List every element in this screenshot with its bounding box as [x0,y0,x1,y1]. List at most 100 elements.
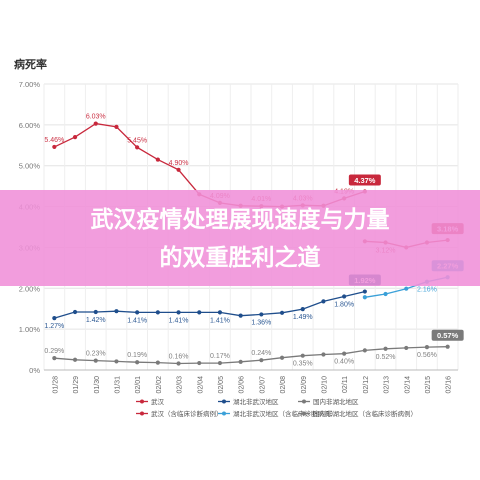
data-label: 2.16% [417,287,437,294]
overlay-band [0,190,480,286]
data-point [114,309,119,314]
y-tick-label: 1.00% [19,325,41,334]
x-tick-label: 02/03 [177,376,184,394]
x-tick-label: 01/30 [94,376,101,394]
data-label: 0.52% [376,354,396,361]
y-tick-label: 0% [29,366,40,375]
x-tick-label: 02/07 [259,376,266,394]
legend-label: 国内非湖北地区（含临床诊断病例） [313,409,417,418]
data-label: 4.90% [169,160,189,167]
data-point [114,124,119,129]
data-label: 0.16% [169,353,189,360]
x-tick-label: 01/31 [114,376,121,394]
data-point [197,360,202,366]
x-tick-label: 02/05 [218,376,225,394]
data-label: 0.23% [86,351,106,358]
data-point [93,121,98,126]
data-point [52,316,57,321]
data-point [93,309,98,315]
data-point [445,344,450,349]
x-tick-label: 01/29 [73,376,80,394]
data-point [362,348,367,353]
y-tick-label: 6.00% [19,121,41,130]
legend-swatch-dot [140,399,144,404]
data-point [342,294,347,299]
data-point [300,353,305,358]
data-label: 0.56% [417,352,437,359]
data-point [155,360,160,365]
y-tick-label: 7.00% [19,80,41,89]
data-label: 5.45% [127,137,147,144]
data-point [259,312,264,317]
x-tick-label: 02/02 [156,376,163,394]
legend-label: 湖北非武汉地区 [233,397,279,406]
data-point [155,157,160,162]
x-tick-label: 01/28 [52,376,59,394]
title-overlay: 武汉疫情处理展现速度与力量 的双重胜利之道 [0,190,480,286]
data-point [197,310,202,315]
data-point [238,359,243,364]
data-label: 0.19% [127,352,147,359]
data-label: 0.29% [44,348,64,355]
data-point [321,352,326,357]
data-point [279,355,285,360]
x-tick-label: 02/10 [321,376,328,394]
x-tick-label: 02/13 [384,376,391,394]
data-point [300,307,305,312]
data-label: 0.17% [210,353,230,360]
x-tick-label: 02/11 [342,376,349,393]
data-label: 1.27% [44,323,64,330]
data-point [404,345,409,351]
x-tick-label: 02/16 [446,376,453,394]
data-label-badge [431,329,464,341]
data-point [135,310,140,315]
data-point [52,356,57,361]
data-point [238,313,243,318]
x-tick-label: 02/06 [239,376,246,394]
data-point [217,310,223,315]
data-point [176,361,181,366]
series-line [54,346,448,365]
legend-label: 武汉（含临床诊断病例） [151,409,223,418]
data-point [72,309,78,315]
data-label: 1.41% [169,317,189,324]
data-point [135,360,140,365]
x-tick-label: 02/01 [135,376,142,394]
data-point [404,286,409,291]
y-tick-label: 2.00% [19,284,41,293]
data-label: 1.80% [334,301,354,308]
x-tick-label: 02/08 [280,376,287,394]
x-tick-label: 02/04 [197,376,204,394]
legend-swatch-dot [302,411,306,416]
overlay-title-line1: 武汉疫情处理展现速度与力量 [91,206,390,233]
data-label-badge [348,174,381,186]
series-line [54,290,365,319]
data-label: 1.49% [293,314,313,321]
data-point [383,291,388,297]
data-point [72,135,78,140]
legend-swatch-dot [222,399,226,404]
data-label: 4.37% [354,176,376,185]
data-point [176,310,181,315]
data-point [176,167,181,172]
data-point [52,144,57,150]
data-label: 1.36% [251,319,271,326]
x-tick-label: 02/15 [425,376,432,394]
data-point [217,360,223,366]
data-point [362,289,367,294]
data-point [424,345,430,350]
legend-swatch-dot [140,411,144,416]
data-point [383,346,388,351]
data-label: 1.41% [210,317,230,324]
legend-label: 武汉 [151,397,165,406]
legend-swatch-dot [222,411,226,416]
data-label: 6.03% [86,114,106,121]
x-tick-label: 02/14 [404,376,411,394]
data-point [342,351,347,356]
data-point [135,145,140,150]
legend-label: 湖北非武汉地区（含临床诊断病例） [233,409,337,418]
legend-label: 国内非湖北地区 [313,397,359,406]
y-tick-label: 5.00% [19,162,41,171]
